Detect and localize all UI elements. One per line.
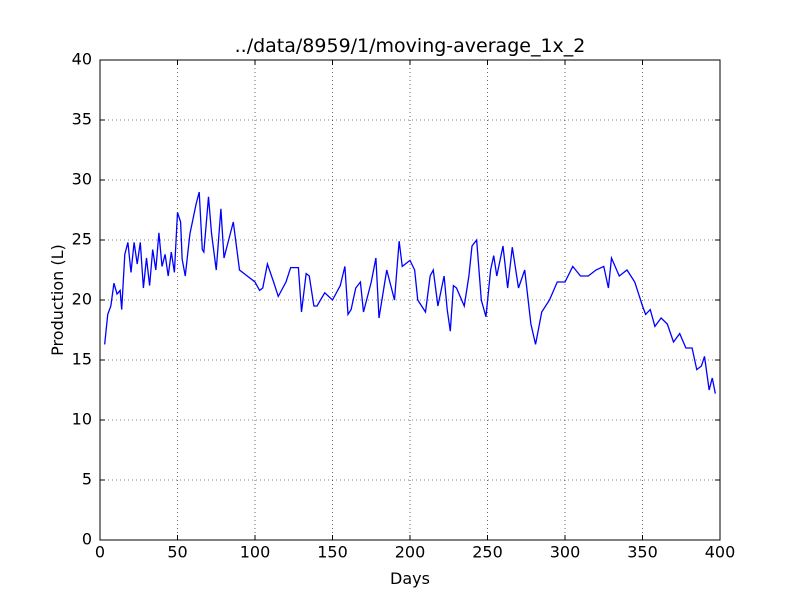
x-tick-label: 350: [627, 543, 658, 562]
x-tick-label: 200: [395, 543, 426, 562]
chart-title: ../data/8959/1/moving-average_1x_2: [235, 35, 586, 57]
y-tick-label: 30: [72, 170, 92, 189]
x-tick-label: 400: [705, 543, 736, 562]
y-tick-label: 40: [72, 50, 92, 69]
y-tick-label: 5: [82, 470, 92, 489]
y-tick-label: 0: [82, 530, 92, 549]
x-tick-label: 0: [95, 543, 105, 562]
plot-frame: [99, 59, 721, 541]
y-tick-label: 15: [72, 350, 92, 369]
y-tick-label: 35: [72, 110, 92, 129]
x-tick-label: 100: [240, 543, 271, 562]
y-tick-label: 20: [72, 290, 92, 309]
x-tick-label: 150: [317, 543, 348, 562]
y-tick-label: 25: [72, 230, 92, 249]
data-line: [104, 191, 716, 394]
x-tick-label: 50: [167, 543, 187, 562]
y-axis-label: Production (L): [48, 244, 67, 356]
x-tick-label: 250: [472, 543, 503, 562]
x-axis-label: Days: [390, 569, 430, 588]
y-tick-label: 10: [72, 410, 92, 429]
x-tick-label: 300: [550, 543, 581, 562]
